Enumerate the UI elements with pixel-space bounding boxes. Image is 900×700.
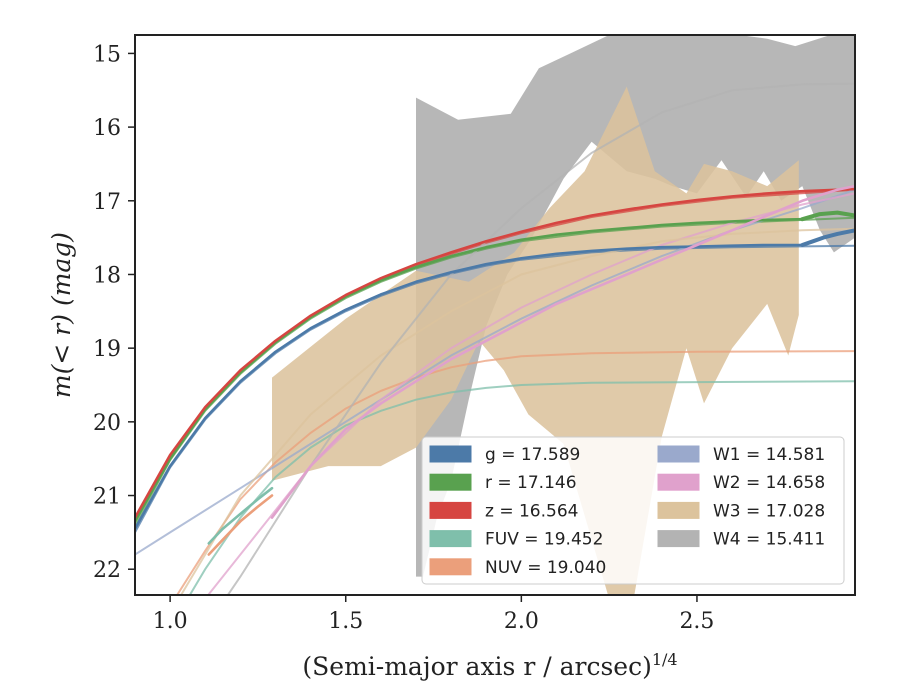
model-curve-w3: [179, 227, 855, 595]
legend-label-z: z = 16.564: [485, 501, 578, 521]
legend-swatch-fuv: [429, 530, 472, 548]
y-tick-label: 22: [93, 558, 121, 583]
y-tick-label: 20: [93, 411, 121, 436]
x-tick-label: 1.0: [153, 609, 188, 634]
band-w4: [416, 35, 855, 577]
y-tick-label: 17: [93, 190, 121, 215]
legend-swatch-w3: [657, 501, 700, 519]
legend-box: [421, 436, 845, 585]
y-tick-label: 18: [93, 263, 121, 288]
data-curve-nuv: [207, 494, 274, 556]
legend-label-w2: W2 = 14.658: [713, 473, 825, 493]
plot-area: [135, 35, 855, 595]
legend-label-fuv: FUV = 19.452: [485, 530, 603, 550]
legend-label-w4: W4 = 15.411: [713, 530, 825, 550]
axes: 1.0 1.5 2.0 2.5 15 16 17 18 19 20 21 22: [93, 34, 856, 634]
data-tail-r: [800, 210, 855, 222]
model-curve-fuv: [188, 380, 855, 595]
band-w3: [272, 86, 799, 595]
legend-label-r: r = 17.146: [485, 473, 577, 493]
axes-frame: [134, 34, 856, 596]
data-tail-g: [800, 228, 855, 247]
data-curve-r: [135, 217, 804, 523]
legend-swatch-w4: [657, 530, 700, 548]
legend-swatch-r: [429, 473, 472, 491]
data-curve-z: [135, 187, 855, 519]
legend-swatch-nuv: [429, 558, 472, 576]
legend-swatch-w1: [657, 445, 700, 463]
y-tick-label: 21: [93, 485, 121, 510]
x-tick-label: 2.0: [504, 609, 539, 634]
x-axis-label: (Semi-major axis r / arcsec)1/4: [302, 650, 677, 681]
legend-label-w3: W3 = 17.028: [713, 501, 825, 521]
data-curve-fuv: [207, 486, 274, 545]
legend: g = 17.589 r = 17.146 z = 16.564 FUV = 19.4…: [421, 436, 845, 585]
model-curve-w4: [226, 82, 855, 595]
y-axis-label: m(< r) (mag): [47, 232, 76, 398]
legend-swatch-z: [429, 501, 472, 519]
y-tick-label: 15: [93, 42, 121, 67]
y-tick-label: 16: [93, 116, 121, 141]
y-tick-label: 19: [93, 337, 121, 362]
legend-label-w1: W1 = 14.581: [713, 445, 825, 465]
data-curve-w2: [270, 184, 855, 519]
x-tick-label: 2.5: [679, 609, 714, 634]
legend-label-g: g = 17.589: [485, 445, 580, 465]
x-tick-label: 1.5: [328, 609, 363, 634]
legend-swatch-g: [429, 445, 472, 463]
legend-label-nuv: NUV = 19.040: [485, 558, 606, 578]
legend-swatch-w2: [657, 473, 700, 491]
